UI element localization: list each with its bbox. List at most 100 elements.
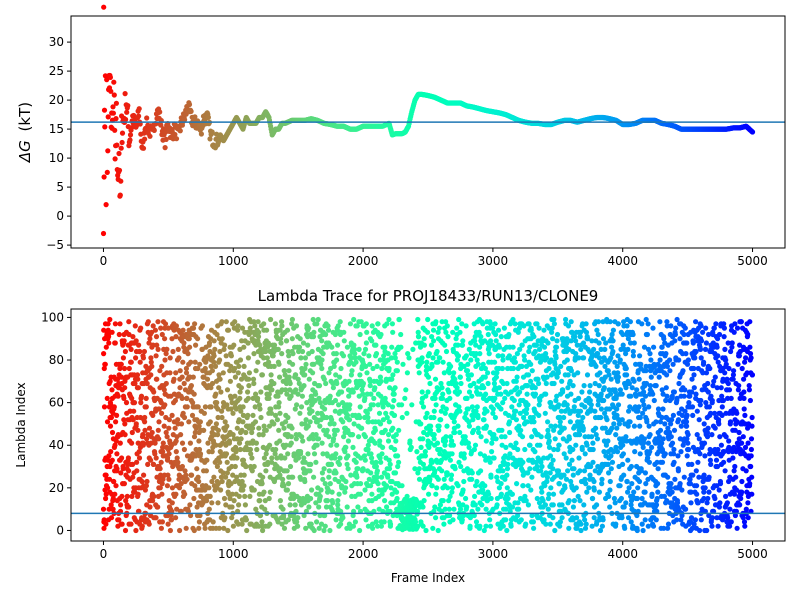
lambda-point [362,453,367,458]
lambda-point [310,349,315,354]
lambda-point [218,377,223,382]
lambda-point [552,381,557,386]
lambda-point [144,404,149,409]
lambda-point [468,357,473,362]
lambda-point [368,470,373,475]
lambda-point [559,502,564,507]
delta-g-symbol: ΔG [16,140,34,163]
lambda-point [317,383,322,388]
delta-g-point [137,106,142,111]
lambda-point [335,428,340,433]
lambda-point [357,528,362,533]
lambda-point [110,430,115,435]
lambda-point [110,458,115,463]
lambda-point [463,496,468,501]
lambda-point [334,357,339,362]
lambda-point [552,321,557,326]
lambda-point [511,366,516,371]
y-tick-label: 30 [49,35,64,49]
delta-g-point [147,134,152,139]
lambda-point [129,360,134,365]
y-tick-label: 0 [56,209,64,223]
lambda-point [333,398,338,403]
delta-g-point [144,115,149,120]
delta-g-point [142,137,147,142]
lambda-point [246,377,251,382]
lambda-point [612,496,617,501]
lambda-point [123,349,128,354]
lambda-point [318,494,323,499]
lambda-point [437,326,442,331]
lambda-point [264,428,269,433]
lambda-point [289,441,294,446]
lambda-point [621,473,626,478]
lambda-point [168,528,173,533]
lambda-point [156,436,161,441]
lambda-point [118,441,123,446]
lambda-point [258,389,263,394]
lambda-point [128,522,133,527]
lambda-point [277,375,282,380]
lambda-point [312,451,317,456]
lambda-point [314,519,319,524]
y-tick-label: 15 [49,122,64,136]
lambda-point [426,375,431,380]
lambda-point [435,349,440,354]
lambda-point [307,468,312,473]
lambda-point [386,317,391,322]
lambda-point [208,494,213,499]
lambda-point [427,351,432,356]
lambda-point [514,385,519,390]
lambda-point [399,483,404,488]
lambda-point [355,466,360,471]
lambda-point [211,475,216,480]
lambda-point [329,462,334,467]
lambda-point [228,379,233,384]
lambda-point [450,517,455,522]
lambda-point [392,392,397,397]
lambda-point [191,496,196,501]
lambda-point [486,332,491,337]
lambda-point [202,411,207,416]
lambda-point [307,377,312,382]
lambda-point [135,377,140,382]
lambda-point [334,517,339,522]
lambda-point [531,419,536,424]
lambda-point [277,438,282,443]
lambda-point [162,402,167,407]
lambda-point [419,445,424,450]
lambda-point [224,353,229,358]
lambda-point [456,404,461,409]
lambda-point [425,411,430,416]
lambda-point [608,479,613,484]
lambda-point [489,496,494,501]
lambda-point [298,449,303,454]
lambda-point [458,375,463,380]
lambda-point [583,481,588,486]
lambda-point [364,321,369,326]
lambda-point [167,370,172,375]
lambda-point [514,481,519,486]
lambda-point [214,421,219,426]
lambda-point [422,336,427,341]
lambda-point [204,458,209,463]
lambda-point [403,387,408,392]
lambda-point [162,424,167,429]
lambda-point [122,385,127,390]
lambda-point [476,362,481,367]
lambda-point [285,451,290,456]
lambda-point [160,481,165,486]
y-tick-label: 10 [49,151,64,165]
lambda-point [527,443,532,448]
lambda-point [526,349,531,354]
lambda-point [279,323,284,328]
lambda-point [398,345,403,350]
lambda-point [495,502,500,507]
lambda-point [370,323,375,328]
lambda-point [443,434,448,439]
lambda-point [457,430,462,435]
lambda-point [469,394,474,399]
lambda-point [559,379,564,384]
lambda-point [358,332,363,337]
lambda-point [484,409,489,414]
